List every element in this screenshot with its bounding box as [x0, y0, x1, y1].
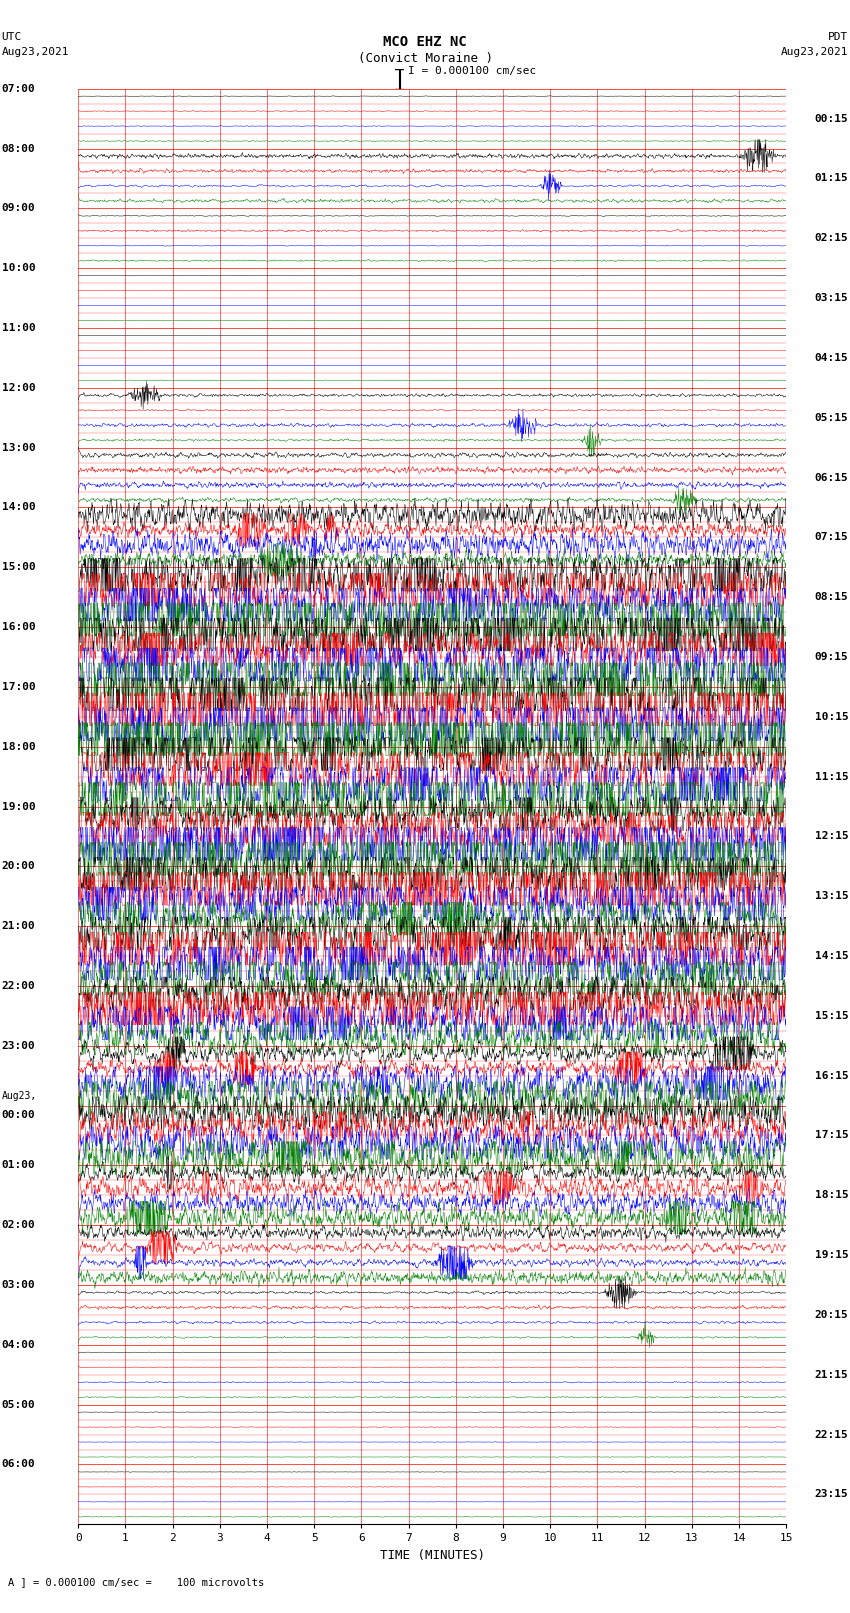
- Text: 14:15: 14:15: [814, 952, 848, 961]
- Text: 21:00: 21:00: [2, 921, 36, 931]
- Text: 06:15: 06:15: [814, 473, 848, 482]
- Text: 11:15: 11:15: [814, 771, 848, 782]
- Text: 10:15: 10:15: [814, 711, 848, 721]
- Text: 18:15: 18:15: [814, 1190, 848, 1200]
- Text: 02:15: 02:15: [814, 234, 848, 244]
- Text: 05:00: 05:00: [2, 1400, 36, 1410]
- Text: 19:00: 19:00: [2, 802, 36, 811]
- Text: 09:15: 09:15: [814, 652, 848, 661]
- Text: MCO EHZ NC: MCO EHZ NC: [383, 35, 467, 50]
- Text: 16:00: 16:00: [2, 623, 36, 632]
- Text: PDT: PDT: [828, 32, 848, 42]
- Text: 10:00: 10:00: [2, 263, 36, 273]
- Text: 23:00: 23:00: [2, 1040, 36, 1050]
- Text: 02:00: 02:00: [2, 1219, 36, 1231]
- Text: 16:15: 16:15: [814, 1071, 848, 1081]
- Text: Aug23,2021: Aug23,2021: [781, 47, 848, 56]
- Text: 22:00: 22:00: [2, 981, 36, 990]
- Text: 03:15: 03:15: [814, 294, 848, 303]
- Text: A ] = 0.000100 cm/sec =    100 microvolts: A ] = 0.000100 cm/sec = 100 microvolts: [8, 1578, 264, 1587]
- Text: 17:15: 17:15: [814, 1131, 848, 1140]
- Text: 08:15: 08:15: [814, 592, 848, 602]
- Text: 13:15: 13:15: [814, 892, 848, 902]
- Text: 01:00: 01:00: [2, 1160, 36, 1171]
- Text: (Convict Moraine ): (Convict Moraine ): [358, 52, 492, 65]
- Text: 01:15: 01:15: [814, 174, 848, 184]
- Text: 11:00: 11:00: [2, 323, 36, 332]
- Text: 07:15: 07:15: [814, 532, 848, 542]
- Text: 06:00: 06:00: [2, 1460, 36, 1469]
- Text: 12:15: 12:15: [814, 831, 848, 842]
- Text: 08:00: 08:00: [2, 144, 36, 153]
- Text: Aug23,2021: Aug23,2021: [2, 47, 69, 56]
- Text: 00:00: 00:00: [2, 1110, 36, 1121]
- Text: 04:00: 04:00: [2, 1340, 36, 1350]
- Text: 23:15: 23:15: [814, 1489, 848, 1500]
- Text: 14:00: 14:00: [2, 502, 36, 513]
- Text: 18:00: 18:00: [2, 742, 36, 752]
- Text: 03:00: 03:00: [2, 1281, 36, 1290]
- Text: Aug23,: Aug23,: [2, 1090, 37, 1100]
- Text: 09:00: 09:00: [2, 203, 36, 213]
- Text: 20:15: 20:15: [814, 1310, 848, 1319]
- Text: 00:15: 00:15: [814, 113, 848, 124]
- Text: 17:00: 17:00: [2, 682, 36, 692]
- Text: 07:00: 07:00: [2, 84, 36, 94]
- Text: 04:15: 04:15: [814, 353, 848, 363]
- Text: I = 0.000100 cm/sec: I = 0.000100 cm/sec: [408, 66, 536, 76]
- X-axis label: TIME (MINUTES): TIME (MINUTES): [380, 1548, 484, 1561]
- Text: 15:00: 15:00: [2, 563, 36, 573]
- Text: 13:00: 13:00: [2, 442, 36, 453]
- Text: 22:15: 22:15: [814, 1429, 848, 1439]
- Text: 15:15: 15:15: [814, 1011, 848, 1021]
- Text: 05:15: 05:15: [814, 413, 848, 423]
- Text: 21:15: 21:15: [814, 1369, 848, 1379]
- Text: UTC: UTC: [2, 32, 22, 42]
- Text: 19:15: 19:15: [814, 1250, 848, 1260]
- Text: 12:00: 12:00: [2, 382, 36, 394]
- Text: 20:00: 20:00: [2, 861, 36, 871]
